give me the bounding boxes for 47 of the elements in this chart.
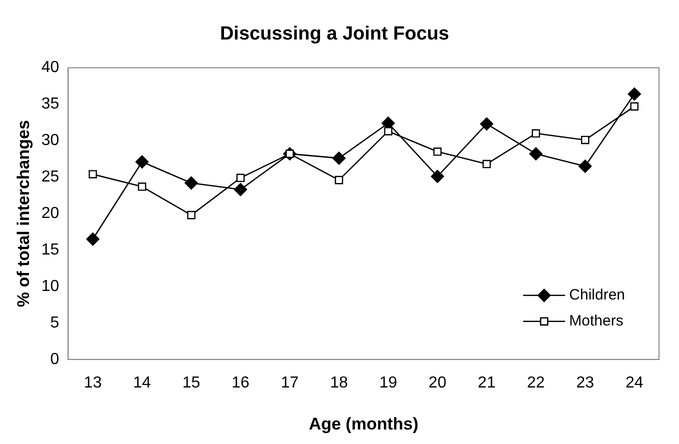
- point: [236, 174, 245, 182]
- point: [234, 182, 248, 196]
- y-axis-title: % of total interchanges: [14, 120, 33, 308]
- y-tick-label: 40: [41, 59, 60, 76]
- x-axis-title: Age (months): [308, 414, 418, 434]
- point: [384, 127, 392, 136]
- point: [482, 160, 491, 168]
- x-tick-label: 16: [232, 374, 250, 392]
- x-tick-label: 17: [280, 374, 299, 392]
- legend-label: Mothers: [569, 312, 624, 330]
- y-tick-label: 15: [41, 241, 60, 258]
- x-tick-label: 14: [133, 374, 152, 392]
- x-tick-label: 13: [84, 374, 102, 392]
- point: [630, 102, 639, 111]
- x-tick-label: 24: [625, 374, 644, 392]
- point: [433, 148, 442, 156]
- y-tick-label: 20: [41, 205, 60, 222]
- point: [581, 136, 590, 144]
- y-tick-label: 10: [41, 278, 60, 295]
- y-tick-label: 0: [50, 350, 60, 368]
- chart-title: Discussing a Joint Focus: [220, 24, 450, 45]
- legend-label: Children: [569, 286, 626, 304]
- point: [578, 160, 592, 173]
- x-tick-label: 20: [428, 374, 446, 392]
- point: [430, 170, 444, 184]
- point: [334, 176, 344, 184]
- y-tick-label: 35: [41, 96, 60, 113]
- point: [480, 117, 494, 131]
- point: [135, 155, 149, 168]
- x-tick-label: 15: [182, 374, 200, 392]
- x-tick-label: 23: [576, 374, 594, 392]
- point: [187, 210, 196, 220]
- point: [529, 147, 543, 160]
- point: [628, 87, 641, 101]
- x-tick-label: 18: [330, 374, 348, 392]
- x-tick-label: 19: [379, 374, 398, 392]
- y-tick-label: 30: [41, 132, 60, 150]
- point: [184, 176, 198, 190]
- point: [138, 182, 146, 191]
- x-tick-label: 21: [478, 374, 496, 392]
- point: [88, 170, 97, 178]
- point: [86, 232, 100, 246]
- point: [532, 129, 540, 138]
- point: [332, 152, 346, 165]
- x-tick-label: 22: [527, 374, 545, 392]
- y-tick-label: 25: [41, 168, 60, 186]
- y-tick-label: 5: [50, 314, 60, 332]
